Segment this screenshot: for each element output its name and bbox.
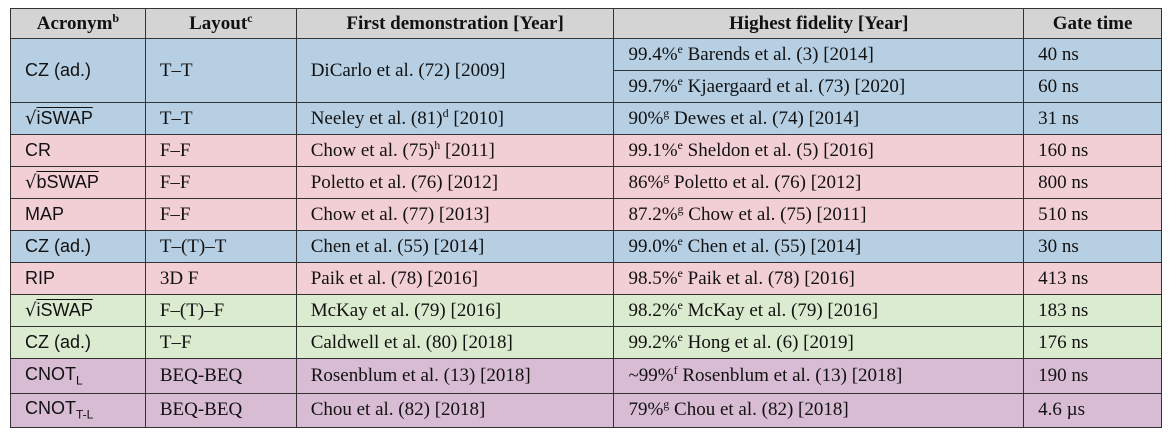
table-row: CZ (ad.) T–(T)–T Chen et al. (55) [2014]… bbox=[10, 230, 1162, 264]
first-demo-cell: Neeley et al. (81)d [2010] bbox=[295, 102, 615, 136]
header-row: Acronymb Layoutc First demonstration [Ye… bbox=[10, 8, 1162, 39]
acronym-cell: CR bbox=[10, 134, 146, 168]
first-demo-cell: Chou et al. (82) [2018] bbox=[295, 392, 615, 429]
gate-time-cell: 40 ns bbox=[1023, 37, 1162, 72]
layout-cell: F–F bbox=[144, 166, 297, 200]
layout-cell: BEQ-BEQ bbox=[144, 358, 297, 394]
gate-comparison-table: Acronymb Layoutc First demonstration [Ye… bbox=[10, 8, 1162, 429]
gate-time-cell: 183 ns bbox=[1023, 294, 1162, 328]
layout-cell: F–F bbox=[144, 198, 297, 232]
layout-cell: 3D F bbox=[144, 262, 297, 296]
layout-cell: F–F bbox=[144, 134, 297, 168]
acronym-cell: MAP bbox=[10, 198, 146, 232]
table-row: MAP F–F Chow et al. (77) [2013] 87.2%g C… bbox=[10, 198, 1162, 232]
acronym-cell: √iSWAP bbox=[10, 102, 146, 136]
layout-cell: BEQ-BEQ bbox=[144, 392, 297, 429]
first-demo-cell: Paik et al. (78) [2016] bbox=[295, 262, 615, 296]
header-highest-fidelity: Highest fidelity [Year] bbox=[613, 8, 1025, 39]
table-row: CNOTT-L BEQ-BEQ Chou et al. (82) [2018] … bbox=[10, 392, 1162, 429]
gate-time-cell: 800 ns bbox=[1023, 166, 1162, 200]
acronym-cell: √bSWAP bbox=[10, 166, 146, 200]
fidelity-cell: 87.2%g Chow et al. (75) [2011] bbox=[613, 198, 1025, 232]
table-row: CZ (ad.) T–F Caldwell et al. (80) [2018]… bbox=[10, 326, 1162, 360]
layout-cell: T–(T)–T bbox=[144, 230, 297, 264]
acronym-cell: CNOTT-L bbox=[10, 392, 146, 429]
first-demo-cell: Chen et al. (55) [2014] bbox=[295, 230, 615, 264]
gate-time-cell: 510 ns bbox=[1023, 198, 1162, 232]
first-demo-cell: Chow et al. (77) [2013] bbox=[295, 198, 615, 232]
first-demo-cell: Caldwell et al. (80) [2018] bbox=[295, 326, 615, 360]
table-row: CNOTL BEQ-BEQ Rosenblum et al. (13) [201… bbox=[10, 358, 1162, 394]
acronym-cell: CZ (ad.) bbox=[10, 37, 146, 104]
layout-cell: T–F bbox=[144, 326, 297, 360]
header-gate-time: Gate time bbox=[1023, 8, 1162, 39]
fidelity-cell: 99.0%e Chen et al. (55) [2014] bbox=[613, 230, 1025, 264]
gate-time-cell: 190 ns bbox=[1023, 358, 1162, 394]
table-row: CR F–F Chow et al. (75)h [2011] 99.1%e S… bbox=[10, 134, 1162, 168]
acronym-cell: CNOTL bbox=[10, 358, 146, 394]
fidelity-cell: 86%g Poletto et al. (76) [2012] bbox=[613, 166, 1025, 200]
layout-cell: T–T bbox=[144, 102, 297, 136]
gate-time-cell: 60 ns bbox=[1023, 70, 1162, 104]
first-demo-cell: Rosenblum et al. (13) [2018] bbox=[295, 358, 615, 394]
fidelity-cell: 99.2%e Hong et al. (6) [2019] bbox=[613, 326, 1025, 360]
fidelity-cell: 99.4%e Barends et al. (3) [2014] bbox=[613, 37, 1025, 72]
table-row: 99.7%e Kjaergaard et al. (73) [2020] 60 … bbox=[11, 70, 1162, 104]
header-first-demonstration: First demonstration [Year] bbox=[295, 8, 615, 39]
fidelity-cell: 98.5%e Paik et al. (78) [2016] bbox=[613, 262, 1025, 296]
fidelity-cell: 98.2%e McKay et al. (79) [2016] bbox=[613, 294, 1025, 328]
fidelity-cell: 99.1%e Sheldon et al. (5) [2016] bbox=[613, 134, 1025, 168]
first-demo-cell: Poletto et al. (76) [2012] bbox=[295, 166, 615, 200]
acronym-cell: CZ (ad.) bbox=[10, 326, 146, 360]
acronym-cell: CZ (ad.) bbox=[10, 230, 146, 264]
header-layout: Layoutc bbox=[144, 8, 297, 39]
header-acronym: Acronymb bbox=[10, 8, 146, 39]
first-demo-cell: Chow et al. (75)h [2011] bbox=[295, 134, 615, 168]
first-demo-cell: DiCarlo et al. (72) [2009] bbox=[295, 37, 615, 104]
fidelity-cell: 99.7%e Kjaergaard et al. (73) [2020] bbox=[613, 70, 1025, 104]
gate-time-cell: 31 ns bbox=[1023, 102, 1162, 136]
acronym-cell: RIP bbox=[10, 262, 146, 296]
table-row: RIP 3D F Paik et al. (78) [2016] 98.5%e … bbox=[10, 262, 1162, 296]
gate-time-cell: 160 ns bbox=[1023, 134, 1162, 168]
acronym-cell: √iSWAP bbox=[10, 294, 146, 328]
gate-time-cell: 4.6 µs bbox=[1023, 392, 1162, 429]
table-row: √iSWAP F–(T)–F McKay et al. (79) [2016] … bbox=[10, 294, 1162, 328]
gate-time-cell: 176 ns bbox=[1023, 326, 1162, 360]
sqrt-symbol: √ bbox=[25, 300, 37, 322]
fidelity-cell: ~99%f Rosenblum et al. (13) [2018] bbox=[613, 358, 1025, 394]
fidelity-cell: 79%g Chou et al. (82) [2018] bbox=[613, 392, 1025, 429]
first-demo-cell: McKay et al. (79) [2016] bbox=[295, 294, 615, 328]
sqrt-symbol: √ bbox=[25, 108, 37, 130]
fidelity-cell: 90%g Dewes et al. (74) [2014] bbox=[613, 102, 1025, 136]
gate-time-cell: 30 ns bbox=[1023, 230, 1162, 264]
layout-cell: T–T bbox=[144, 37, 297, 104]
gate-time-cell: 413 ns bbox=[1023, 262, 1162, 296]
table-row: √iSWAP T–T Neeley et al. (81)d [2010] 90… bbox=[10, 102, 1162, 136]
table-row: CZ (ad.) T–T DiCarlo et al. (72) [2009] … bbox=[10, 37, 1162, 104]
table-row: √bSWAP F–F Poletto et al. (76) [2012] 86… bbox=[10, 166, 1162, 200]
sqrt-symbol: √ bbox=[25, 172, 37, 194]
layout-cell: F–(T)–F bbox=[144, 294, 297, 328]
